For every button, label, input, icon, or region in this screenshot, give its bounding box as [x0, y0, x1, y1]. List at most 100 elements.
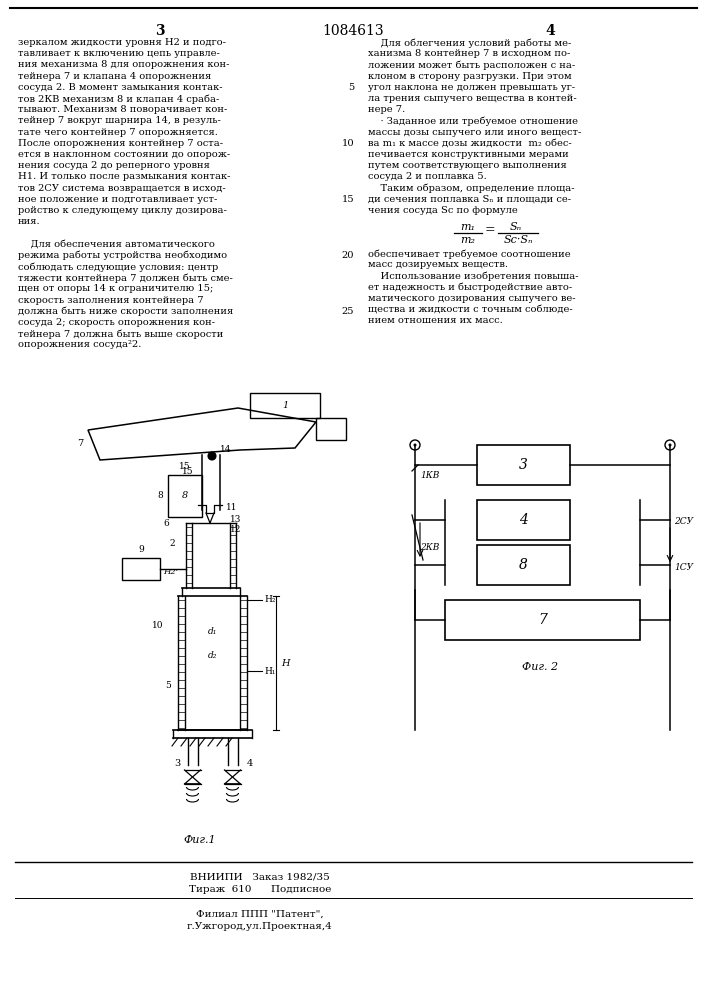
Bar [316, 418, 346, 440]
Text: 3: 3 [519, 458, 528, 472]
Text: 3: 3 [174, 758, 180, 768]
Text: 14: 14 [220, 446, 231, 454]
Text: 7: 7 [538, 613, 547, 627]
Text: Для облегчения условий работы ме-: Для облегчения условий работы ме- [368, 38, 571, 47]
Bar [477, 500, 570, 540]
Text: скорость заполнения контейнера 7: скорость заполнения контейнера 7 [18, 296, 204, 305]
Text: d₁: d₁ [208, 626, 217, 636]
Text: Использование изобретения повыша-: Использование изобретения повыша- [368, 272, 578, 281]
Text: 8: 8 [519, 558, 528, 572]
Text: тейнер 7 вокруг шарнира 14, в резуль-: тейнер 7 вокруг шарнира 14, в резуль- [18, 116, 221, 125]
Text: г.Ужгород,ул.Проектная,4: г.Ужгород,ул.Проектная,4 [187, 922, 333, 931]
Text: ройство к следующему циклу дозирова-: ройство к следующему циклу дозирова- [18, 206, 227, 215]
Text: 2: 2 [169, 539, 175, 548]
Text: нием отношения их масс.: нием отношения их масс. [368, 316, 503, 325]
Text: угол наклона не должен превышать уг-: угол наклона не должен превышать уг- [368, 83, 575, 92]
Text: Тираж  610      Подписное: Тираж 610 Подписное [189, 885, 331, 894]
Bar [477, 445, 570, 485]
Text: 1084613: 1084613 [322, 24, 384, 38]
Text: Sс·Sₙ: Sс·Sₙ [503, 235, 533, 245]
Text: ное положение и подготавливает уст-: ное положение и подготавливает уст- [18, 195, 217, 204]
Text: 10: 10 [341, 139, 354, 148]
Text: d₂: d₂ [208, 652, 217, 660]
Text: 3: 3 [156, 24, 165, 38]
Text: тате чего контейнер 7 опорожняется.: тате чего контейнер 7 опорожняется. [18, 128, 218, 137]
Text: ложении может быть расположен с на-: ложении может быть расположен с на- [368, 60, 575, 70]
Text: нения сосуда 2 до реперного уровня: нения сосуда 2 до реперного уровня [18, 161, 210, 170]
Text: путем соответствующего выполнения: путем соответствующего выполнения [368, 161, 567, 170]
Text: сосуда 2. В момент замыкания контак-: сосуда 2. В момент замыкания контак- [18, 83, 223, 92]
Text: H₁: H₁ [264, 666, 275, 676]
Text: 8: 8 [182, 491, 188, 500]
Text: 15: 15 [179, 462, 191, 471]
Text: 8: 8 [157, 491, 163, 500]
Text: тывают. Механизм 8 поворачивает кон-: тывают. Механизм 8 поворачивает кон- [18, 105, 228, 114]
Text: Для обеспечения автоматического: Для обеспечения автоматического [18, 240, 215, 249]
Text: тавливает к включению цепь управле-: тавливает к включению цепь управле- [18, 49, 220, 58]
Text: соблюдать следующие условия: центр: соблюдать следующие условия: центр [18, 262, 218, 271]
Text: 4: 4 [247, 758, 252, 768]
Text: тов 2КВ механизм 8 и клапан 4 сраба-: тов 2КВ механизм 8 и клапан 4 сраба- [18, 94, 219, 104]
Text: 4: 4 [519, 513, 528, 527]
Text: 13: 13 [230, 514, 241, 524]
Bar [477, 545, 570, 585]
Text: тяжести контейнера 7 должен быть сме-: тяжести контейнера 7 должен быть сме- [18, 273, 233, 283]
Text: чения сосуда Sс по формуле: чения сосуда Sс по формуле [368, 206, 518, 215]
Text: 2СУ: 2СУ [674, 518, 693, 526]
Text: Sₙ: Sₙ [510, 222, 522, 232]
Text: 5: 5 [165, 682, 171, 690]
Text: 11: 11 [226, 502, 238, 512]
Text: Таким образом, определение площа-: Таким образом, определение площа- [368, 184, 575, 193]
Bar [168, 475, 202, 517]
Text: массы дозы сыпучего или иного вещест-: массы дозы сыпучего или иного вещест- [368, 128, 581, 137]
Text: ния.: ния. [18, 217, 40, 226]
Text: щен от опоры 14 к ограничителю 15;: щен от опоры 14 к ограничителю 15; [18, 284, 214, 293]
Text: тов 2СУ система возвращается в исход-: тов 2СУ система возвращается в исход- [18, 184, 226, 193]
Text: ВНИИПИ   Заказ 1982/35: ВНИИПИ Заказ 1982/35 [190, 872, 330, 881]
Text: 6: 6 [163, 519, 169, 528]
Text: 2КВ: 2КВ [420, 543, 439, 552]
Text: H: H [281, 658, 289, 668]
Text: 1: 1 [282, 401, 288, 410]
Text: Н1. И только после размыкания контак-: Н1. И только после размыкания контак- [18, 172, 230, 181]
Text: режима работы устройства необходимо: режима работы устройства необходимо [18, 251, 227, 260]
Text: опорожнения сосуда²2.: опорожнения сосуда²2. [18, 340, 141, 349]
Text: 9: 9 [138, 545, 144, 554]
Text: нере 7.: нере 7. [368, 105, 405, 114]
Text: клоном в сторону разгрузки. При этом: клоном в сторону разгрузки. При этом [368, 72, 572, 81]
Text: =: = [485, 223, 496, 236]
Circle shape [208, 452, 216, 460]
Text: 7: 7 [77, 438, 83, 448]
Text: ния механизма 8 для опорожнения кон-: ния механизма 8 для опорожнения кон- [18, 60, 230, 69]
Circle shape [669, 444, 672, 446]
Text: щества и жидкости с точным соблюде-: щества и жидкости с точным соблюде- [368, 305, 573, 314]
Text: зеркалом жидкости уровня Н2 и подго-: зеркалом жидкости уровня Н2 и подго- [18, 38, 226, 47]
Text: матического дозирования сыпучего ве-: матического дозирования сыпучего ве- [368, 294, 575, 303]
Text: масс дозируемых веществ.: масс дозируемых веществ. [368, 260, 508, 269]
Text: печивается конструктивными мерами: печивается конструктивными мерами [368, 150, 568, 159]
Text: ва m₁ к массе дозы жидкости  m₂ обес-: ва m₁ к массе дозы жидкости m₂ обес- [368, 139, 572, 148]
Bar [445, 600, 640, 640]
Bar [250, 393, 320, 418]
Text: 15: 15 [182, 466, 194, 476]
Text: ла трения сыпучего вещества в контей-: ла трения сыпучего вещества в контей- [368, 94, 577, 103]
Text: m₂: m₂ [460, 235, 476, 245]
Text: должна быть ниже скорости заполнения: должна быть ниже скорости заполнения [18, 307, 233, 316]
Text: обеспечивает требуемое соотношение: обеспечивает требуемое соотношение [368, 249, 571, 259]
Text: сосуда 2 и поплавка 5.: сосуда 2 и поплавка 5. [368, 172, 486, 181]
Text: После опорожнения контейнер 7 оста-: После опорожнения контейнер 7 оста- [18, 139, 223, 148]
Text: 20: 20 [341, 251, 354, 260]
Text: H₂: H₂ [264, 595, 276, 604]
Text: ди сечения поплавка Sₙ и площади се-: ди сечения поплавка Sₙ и площади се- [368, 195, 571, 204]
Circle shape [414, 444, 416, 446]
Text: ет надежность и быстродействие авто-: ет надежность и быстродействие авто- [368, 283, 572, 292]
Text: m₁: m₁ [460, 222, 476, 232]
Text: · Заданное или требуемое отношение: · Заданное или требуемое отношение [368, 116, 578, 126]
Text: ется в наклонном состоянии до опорож-: ется в наклонном состоянии до опорож- [18, 150, 230, 159]
Text: Фиг. 2: Фиг. 2 [522, 662, 558, 672]
Text: сосуда 2; скорость опорожнения кон-: сосуда 2; скорость опорожнения кон- [18, 318, 215, 327]
Bar [122, 558, 160, 580]
Text: 4: 4 [545, 24, 555, 38]
Text: тейнера 7 должна быть выше скорости: тейнера 7 должна быть выше скорости [18, 329, 223, 339]
Text: 1КВ: 1КВ [420, 471, 439, 480]
